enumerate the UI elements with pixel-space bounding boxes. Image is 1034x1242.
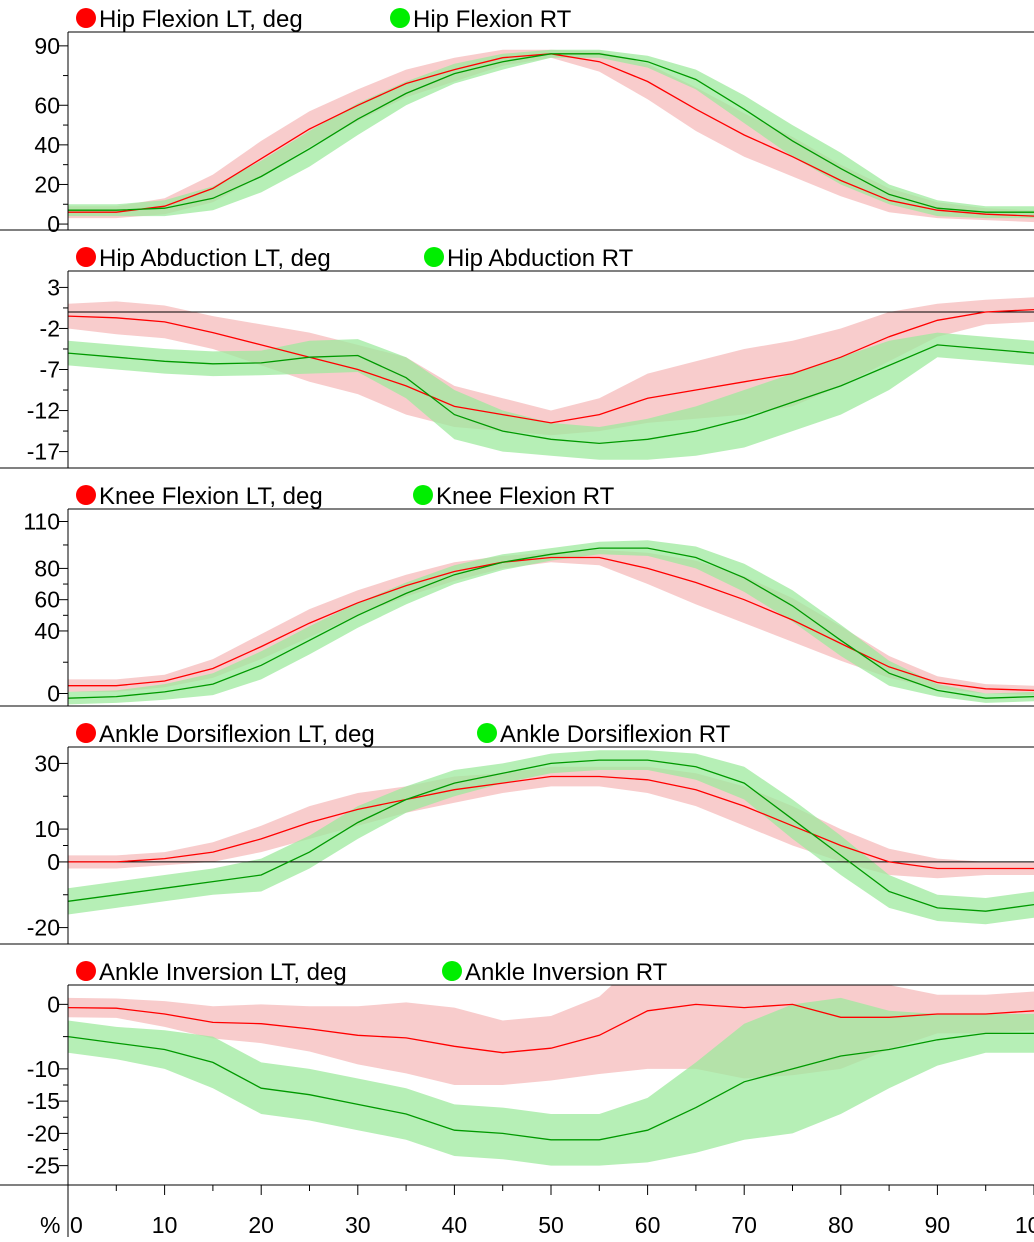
legend-marker-right [442, 961, 462, 981]
legend-label-left: Ankle Inversion LT, deg [99, 959, 347, 986]
x-tick-label: 50 [538, 1212, 564, 1237]
series-line-right [68, 759, 1034, 912]
series-line-left [68, 775, 1034, 870]
series-line-left [68, 308, 1034, 424]
plot-area [68, 540, 1034, 705]
band-right [68, 49, 1034, 219]
x-tick-label: 30 [345, 1212, 371, 1237]
x-tick-label: 80 [828, 1212, 854, 1237]
series-line-right [68, 547, 1034, 699]
legend-label-right: Ankle Dorsiflexion RT [500, 721, 731, 748]
y-tick-label: 0 [47, 680, 60, 706]
legend-label-right: Hip Abduction RT [447, 245, 634, 272]
series-line-left [68, 556, 1034, 692]
plot-area [68, 49, 1034, 223]
legend-label-left: Hip Flexion LT, deg [99, 6, 303, 33]
y-tick-label: -2 [40, 315, 60, 341]
legend-label-left: Knee Flexion LT, deg [99, 483, 323, 510]
plot-area [68, 297, 1034, 460]
y-tick-label: 60 [34, 587, 60, 613]
y-tick-label: -20 [27, 915, 60, 941]
y-tick-label: 3 [47, 274, 60, 300]
x-tick-label: 70 [731, 1212, 757, 1237]
y-tick-label: 90 [34, 33, 60, 59]
plot-area [68, 750, 1034, 925]
y-tick-label: 60 [34, 92, 60, 118]
y-tick-label: 30 [34, 750, 60, 776]
y-tick-label: 0 [47, 991, 60, 1017]
y-tick-label: 0 [47, 211, 60, 237]
panel-5: 0 -10 -15 -20 -25 Ankle Inversion LT, deg Ankl… [0, 959, 1034, 1186]
band-right [68, 332, 1034, 460]
x-tick-label: 10 [152, 1212, 178, 1237]
panel-2: 3 -2 -7 -12 -17 Hip Abduction LT, deg Hip Abdu… [0, 245, 1034, 469]
y-tick-label: -20 [27, 1120, 60, 1146]
y-tick-label: -17 [27, 439, 60, 465]
y-tick-label: 80 [34, 555, 60, 581]
x-tick-label: 90 [925, 1212, 951, 1237]
y-tick-label: -10 [27, 1056, 60, 1082]
series-line-right [68, 53, 1034, 213]
legend-marker-left [76, 8, 96, 28]
legend-label-right: Ankle Inversion RT [465, 959, 668, 986]
legend-marker-left [76, 247, 96, 267]
y-tick-label: 40 [34, 618, 60, 644]
panel-1: 0 20 40 60 90 Hip Flexion LT, deg Hip Flexion … [0, 6, 1034, 237]
band-right [68, 750, 1034, 925]
legend-label-left: Hip Abduction LT, deg [99, 245, 331, 272]
legend-marker-right [390, 8, 410, 28]
x-axis: 0 10 20 30 40 50 60 70 80 90 100% [40, 1185, 1034, 1238]
x-tick-label: 20 [248, 1212, 274, 1237]
legend-marker-right [477, 723, 497, 743]
series-line-left [68, 1003, 1034, 1054]
band-right [68, 997, 1034, 1166]
legend-label-left: Ankle Dorsiflexion LT, deg [99, 721, 375, 748]
x-tick-label: 60 [635, 1212, 661, 1237]
legend-marker-right [424, 247, 444, 267]
band-left [68, 766, 1034, 879]
series-line-right [68, 1032, 1034, 1141]
y-tick-label: -12 [27, 398, 60, 424]
x-tick-label: 40 [442, 1212, 468, 1237]
y-tick-label: -7 [40, 357, 60, 383]
y-tick-label: 10 [34, 816, 60, 842]
legend-marker-left [76, 485, 96, 505]
y-tick-label: -15 [27, 1088, 60, 1114]
legend-marker-left [76, 961, 96, 981]
y-tick-label: 20 [34, 171, 60, 197]
legend-label-right: Knee Flexion RT [436, 483, 615, 510]
panel-3: 0 40 60 80 110 Knee Flexion LT, deg Knee Flexi… [0, 483, 1034, 707]
y-tick-label: -25 [27, 1153, 60, 1179]
y-tick-label: 0 [47, 849, 60, 875]
legend-marker-left [76, 723, 96, 743]
y-tick-label: 40 [34, 132, 60, 158]
x-tick-label: 100 [1015, 1212, 1034, 1237]
band-right [68, 540, 1034, 705]
panel-4: 30 10 0 -20 Ankle Dorsiflexion LT, deg Ankle … [0, 721, 1034, 945]
x-tick-label: 0 [70, 1212, 83, 1237]
plot-area [68, 985, 1034, 1166]
legend-label-right: Hip Flexion RT [413, 6, 572, 33]
y-tick-label: 110 [23, 509, 60, 535]
series-line-right [68, 344, 1034, 445]
x-axis-unit-label: % [40, 1212, 60, 1237]
legend-marker-right [413, 485, 433, 505]
